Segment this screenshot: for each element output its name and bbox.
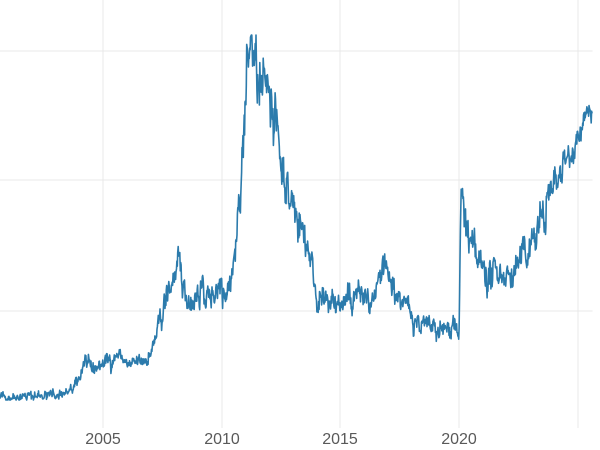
svg-text:2010: 2010 — [204, 431, 240, 448]
svg-text:2020: 2020 — [441, 431, 477, 448]
svg-text:2005: 2005 — [85, 431, 121, 448]
svg-text:2015: 2015 — [322, 431, 358, 448]
